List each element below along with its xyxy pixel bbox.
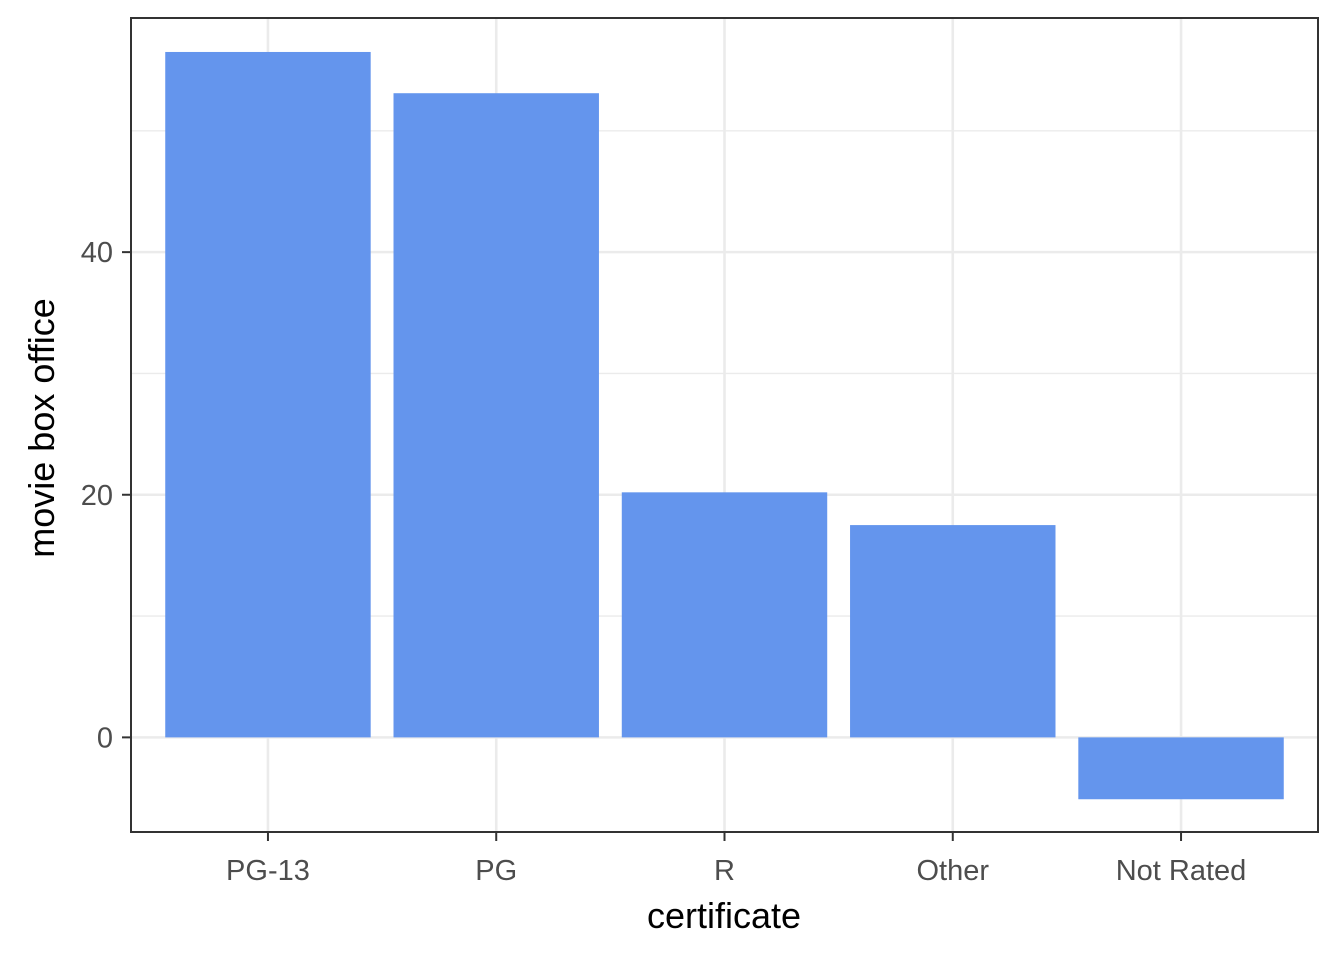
bars: [165, 51, 1284, 800]
y-tick-label: 40: [81, 237, 113, 269]
y-tick-label: 0: [97, 722, 113, 754]
axes: 0 20 40 PG-13 PG R Other Not Rated: [81, 237, 1247, 887]
x-axis-title: certificate: [647, 895, 801, 936]
bar-pg: [393, 93, 599, 738]
bar-r: [621, 492, 828, 738]
x-tick-label: PG: [475, 855, 517, 887]
y-tick-label: 20: [81, 480, 113, 512]
x-tick-label: Not Rated: [1116, 855, 1247, 887]
x-tick-label: R: [714, 855, 735, 887]
bar-pg-13: [165, 51, 371, 738]
bar-other: [850, 525, 1056, 738]
bar-not-rated: [1078, 737, 1284, 800]
y-axis-title: movie box office: [21, 298, 62, 557]
x-tick-label: Other: [917, 855, 990, 887]
x-tick-label: PG-13: [226, 855, 310, 887]
